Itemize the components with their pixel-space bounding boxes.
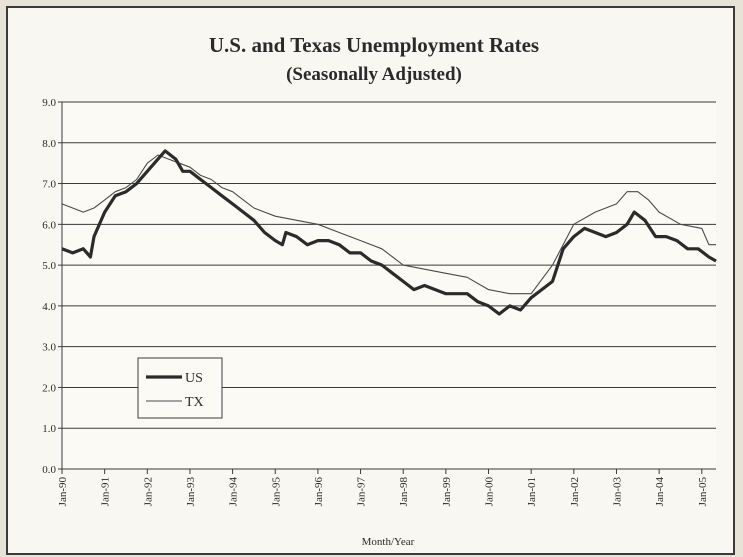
y-tick-label: 8.0 (42, 138, 56, 150)
y-tick-label: 3.0 (42, 342, 56, 354)
chart-subtitle: (Seasonally Adjusted) (286, 64, 462, 85)
x-tick-label: Jan-91 (100, 477, 112, 506)
chart-title: U.S. and Texas Unemployment Rates (209, 33, 539, 57)
legend-label-us: US (185, 371, 203, 386)
x-tick-label: Jan-92 (142, 477, 154, 506)
series-line-us (61, 149, 717, 316)
x-tick-label: Jan-97 (356, 477, 368, 507)
x-tick-label: Jan-98 (398, 477, 410, 507)
series-line-tx (61, 154, 716, 295)
y-tick-label: 2.0 (42, 382, 56, 394)
legend-box (137, 357, 223, 419)
y-tick-label: 4.0 (42, 301, 56, 313)
chart-svg: U.S. and Texas Unemployment Rates (Season… (42, 33, 717, 548)
x-tick-label: Jan-93 (185, 477, 197, 507)
chart-frame: U.S. and Texas Unemployment Rates (Season… (6, 6, 735, 555)
x-axis-title: Month/Year (362, 536, 415, 548)
x-tick-label: Jan-00 (484, 477, 496, 507)
x-tick-label: Jan-90 (57, 477, 69, 507)
y-tick-label: 7.0 (42, 179, 56, 191)
x-tick-label: Jan-05 (697, 477, 709, 507)
y-tick-label: 1.0 (42, 423, 56, 435)
x-tick-label: Jan-04 (654, 477, 666, 507)
legend-label-tx: TX (185, 395, 204, 410)
x-tick-label: Jan-96 (313, 477, 325, 507)
y-tick-label: 0.0 (42, 464, 56, 476)
y-tick-label: 5.0 (42, 260, 56, 272)
x-tick-label: Jan-99 (441, 477, 453, 507)
y-tick-label: 6.0 (42, 219, 56, 231)
x-tick-label: Jan-01 (526, 477, 538, 506)
x-tick-label: Jan-95 (270, 477, 282, 507)
x-tick-label: Jan-94 (228, 477, 240, 507)
y-tick-label: 9.0 (42, 97, 56, 109)
x-tick-label: Jan-02 (569, 477, 581, 506)
x-tick-label: Jan-03 (611, 477, 623, 507)
